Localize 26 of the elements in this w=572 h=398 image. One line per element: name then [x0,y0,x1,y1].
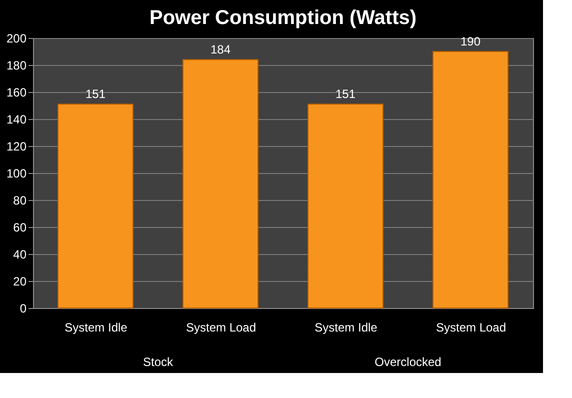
x-tick-label: System Load [436,320,506,334]
x-tick-label: System Load [186,320,256,334]
data-label: 151 [85,87,106,102]
y-tick-label: 20 [13,274,27,288]
y-tick-label: 120 [6,140,27,154]
bar [58,104,134,308]
y-tick-label: 160 [6,86,27,100]
y-tick-label: 200 [6,32,27,46]
bar [308,104,384,308]
text: Overclocked [374,355,442,369]
data-label: 151 [335,87,356,102]
x-tick-label: System Idle [314,320,378,334]
y-tick-label: 180 [6,58,27,72]
data-label: 184 [210,42,231,57]
y-tick-label: 140 [6,112,27,126]
bar [432,51,508,308]
x-tick-label: System Idle [64,320,128,334]
text: Stock [142,355,174,369]
bar [182,59,258,308]
y-tick-label: 100 [6,166,27,180]
y-tick-label: 80 [13,194,27,208]
y-tick-label: 40 [13,248,27,262]
chart-title: Power Consumption (Watts) [149,7,417,29]
data-label: 190 [460,34,481,48]
y-tick-label: 60 [13,220,27,234]
y-tick-label: 0 [20,302,27,316]
